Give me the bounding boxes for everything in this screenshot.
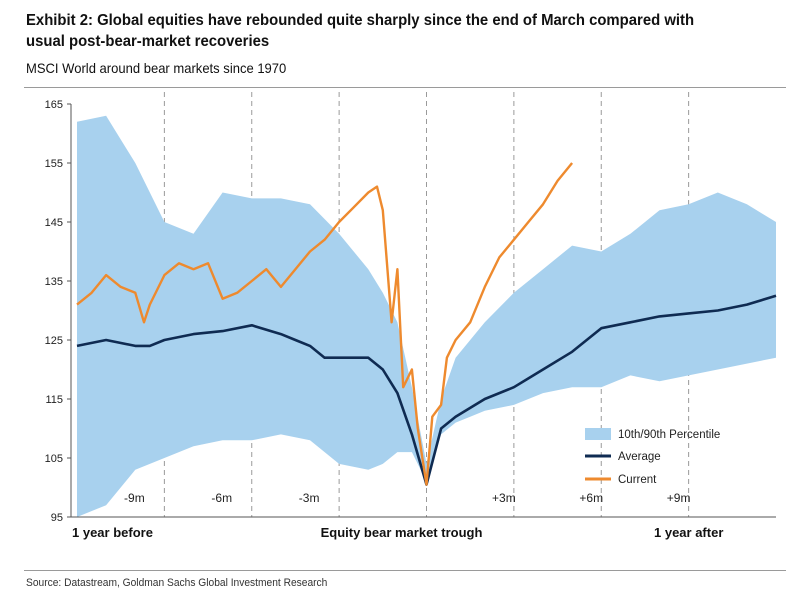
period-label--9m: -9m: [124, 491, 145, 505]
top-rule: [24, 87, 786, 88]
percentile-band-area: [77, 115, 776, 518]
legend: 10th/90th Percentile Average Current: [585, 428, 720, 486]
x-label-year-before: 1 year before: [72, 525, 153, 540]
legend-label-current: Current: [618, 474, 657, 486]
period-label-+6m: +6m: [579, 491, 603, 505]
x-label-trough: Equity bear market trough: [321, 525, 483, 540]
y-tick-label-105: 105: [45, 453, 63, 465]
y-tick-labels: 165 155 145 135 125 115 105 95: [45, 99, 71, 524]
legend-label-average: Average: [618, 451, 661, 463]
period-label--3m: -3m: [299, 491, 320, 505]
y-tick-label-95: 95: [51, 512, 63, 524]
current-series: [76, 162, 574, 486]
period-label-+9m: +9m: [667, 491, 691, 505]
period-label--6m: -6m: [211, 491, 232, 505]
y-tick-label-135: 135: [45, 276, 63, 288]
y-tick-label-145: 145: [45, 217, 63, 229]
x-category-labels: 1 year before Equity bear market trough 1 …: [72, 525, 723, 540]
legend-label-percentile: 10th/90th Percentile: [618, 429, 720, 441]
average-series: [76, 294, 777, 486]
y-tick-label-115: 115: [45, 394, 63, 406]
y-tick-label-165: 165: [45, 99, 63, 111]
chart-title: Exhibit 2: Global equities have rebounde…: [26, 12, 695, 50]
period-label-+3m: +3m: [492, 491, 516, 505]
period-labels: -9m -6m -3m +3m +6m +9m: [124, 491, 690, 505]
axes: [70, 104, 776, 518]
legend-swatch-percentile: [585, 428, 611, 440]
chart-subtitle: MSCI World around bear markets since 197…: [26, 60, 287, 76]
y-tick-label-155: 155: [45, 158, 63, 170]
average-line: [76, 294, 777, 486]
source-note: Source: Datastream, Goldman Sachs Global…: [26, 577, 328, 589]
current-line: [76, 162, 574, 486]
percentile-band: [77, 115, 776, 518]
y-tick-label-125: 125: [45, 335, 63, 347]
bottom-rule: [24, 570, 786, 571]
x-label-year-after: 1 year after: [654, 525, 723, 540]
